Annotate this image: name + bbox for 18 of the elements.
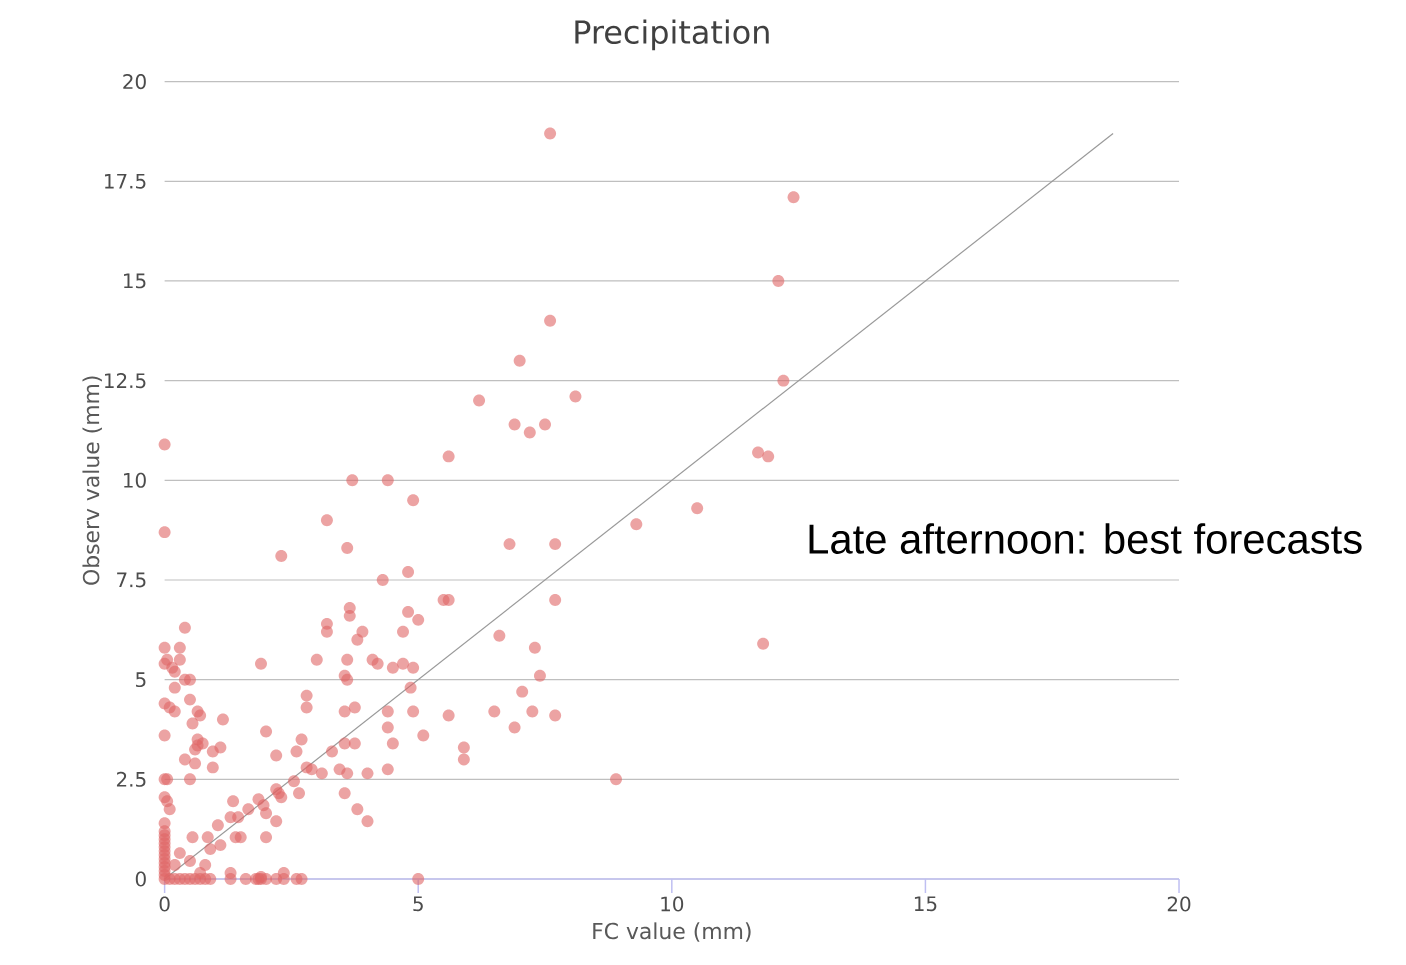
x-tick-label: 15 xyxy=(914,896,937,912)
y-tick-label: 5 xyxy=(136,672,146,688)
y-tick-label: 2.5 xyxy=(116,772,146,788)
x-tick-label: 0 xyxy=(159,896,170,912)
y-tick-label: 10 xyxy=(124,472,146,489)
annotation: Late afternoon: best forecasts xyxy=(809,523,1362,555)
x-tick-label: 20 xyxy=(1167,896,1191,912)
x-axis-title: FC value (mm) xyxy=(593,922,751,943)
y-axis-title: Observ value (mm) xyxy=(82,376,102,586)
x-tick-label: 10 xyxy=(661,896,684,912)
y-tick-label: 7.5 xyxy=(117,572,146,588)
y-tick-label: 12.5 xyxy=(105,373,146,389)
chart-title: Precipitation xyxy=(575,19,769,51)
x-tick-label: 5 xyxy=(413,896,423,912)
y-tick-label: 20 xyxy=(123,74,146,90)
y-tick-label: 17.5 xyxy=(105,174,146,189)
y-tick-label: 0 xyxy=(135,871,146,887)
y-tick-label: 15 xyxy=(124,273,146,289)
